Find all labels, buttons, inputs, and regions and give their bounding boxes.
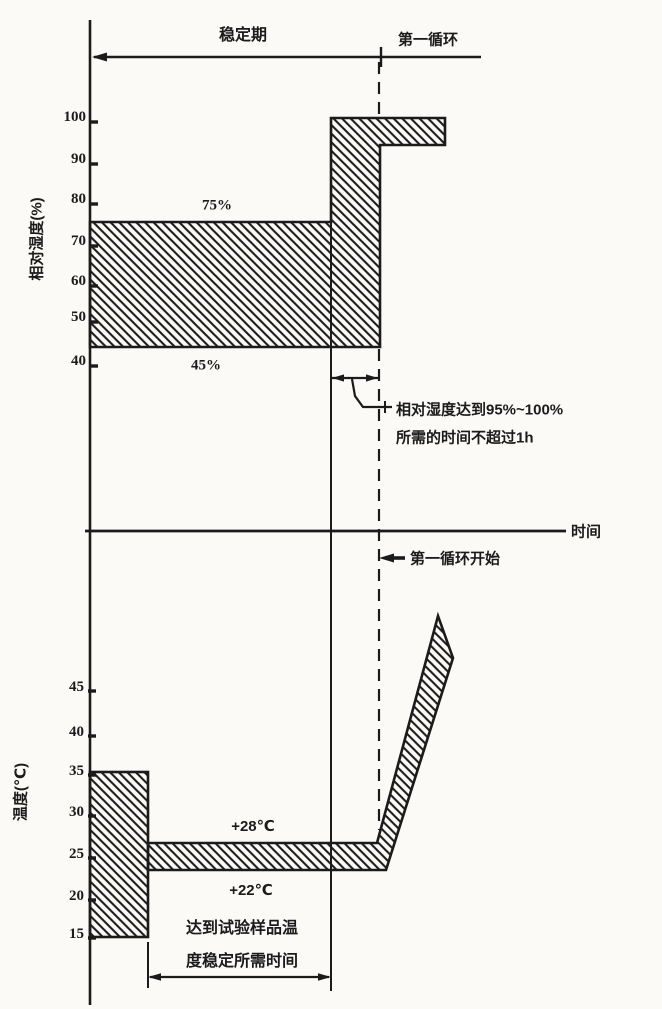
humidity-tick-100: 100 <box>63 109 87 125</box>
humidity-annotation-line1: 相对湿度达到95%~100% <box>396 401 564 419</box>
humidity-tick-50: 50 <box>71 309 86 325</box>
temperature-note-line1: 达到试验样品温 <box>185 920 299 937</box>
humidity-upper-limit-label: 75% <box>202 197 232 214</box>
temperature-tick-25: 25 <box>69 846 84 862</box>
temperature-tolerance-band <box>146 611 455 872</box>
temperature-lower-limit-label: +22℃ <box>229 882 273 899</box>
temperature-note-line2: 度稳定所需时间 <box>185 953 299 970</box>
stabilization-arrowhead <box>92 52 107 62</box>
temperature-tick-15: 15 <box>69 926 84 942</box>
sample-stabilization-dimension <box>147 942 331 988</box>
temperature-tick-40: 40 <box>69 724 84 740</box>
humidity-lower-limit-label: 45% <box>191 357 221 374</box>
humidity-tick-80: 80 <box>71 191 86 207</box>
cycle-start-label: 第一循环开始 <box>410 550 501 568</box>
temperature-initial-range-box <box>88 770 150 939</box>
humidity-tick-marks <box>90 120 98 368</box>
humidity-tick-70: 70 <box>71 233 86 249</box>
temperature-upper-limit-label: +28℃ <box>231 818 275 835</box>
first-cycle-label: 第一循环 <box>397 31 459 49</box>
humidity-tolerance-band <box>88 116 447 349</box>
period-dimension <box>92 47 481 67</box>
temperature-tick-35: 35 <box>69 763 84 779</box>
temperature-tick-30: 30 <box>69 804 84 820</box>
stabilization-period-label: 稳定期 <box>218 27 268 44</box>
humidity-rise-duration-dimension <box>332 374 392 413</box>
cycle-start-arrow <box>379 553 405 563</box>
humidity-tick-40: 40 <box>71 353 86 369</box>
temperature-tick-marks <box>88 689 96 940</box>
temperature-axis-title: 温度(℃) <box>12 762 30 822</box>
humidity-tick-90: 90 <box>71 151 86 167</box>
temperature-tick-45: 45 <box>69 679 84 695</box>
time-axis-label: 时间 <box>571 523 602 541</box>
temperature-tick-20: 20 <box>69 888 84 904</box>
humidity-annotation-line2: 所需的时间不超过1h <box>396 429 534 447</box>
humidity-tick-60: 60 <box>71 273 86 289</box>
